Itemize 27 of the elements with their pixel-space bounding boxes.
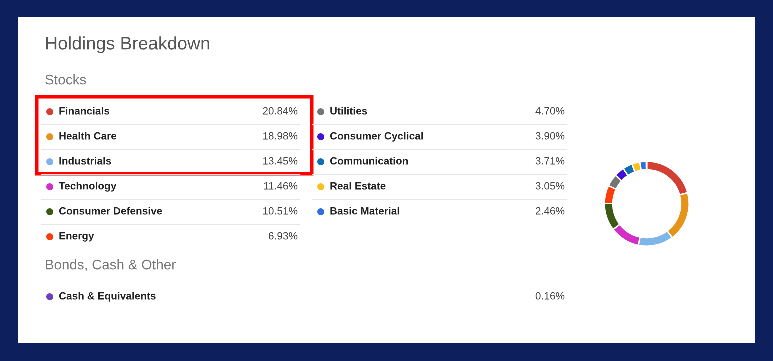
data-label: 18.98% — [263, 132, 298, 140]
data-label: 20.84% — [263, 107, 298, 115]
data-label: 2.46% — [536, 207, 565, 215]
text: Stocks — [46, 74, 86, 85]
chart-title: Holdings Breakdown — [46, 36, 210, 54]
legend-label: Consumer Cyclical — [330, 132, 424, 142]
legend-label: Industrials — [60, 157, 112, 165]
data-label: 3.90% — [536, 132, 565, 140]
legend-label: Technology — [59, 182, 117, 192]
data-label: 13.45% — [263, 157, 298, 165]
data-label: 11.46% — [264, 182, 298, 190]
legend-label: Cash & Equivalents — [59, 292, 156, 302]
data-label: 10.51% — [263, 207, 298, 215]
legend-label: Communication — [330, 157, 408, 165]
legend-label: Financials — [60, 107, 110, 115]
data-label: 4.70% — [536, 107, 565, 115]
legend-label: Real Estate — [330, 182, 386, 190]
legend-label: Consumer Defensive — [59, 207, 162, 215]
data-label: 0.16% — [536, 292, 565, 300]
data-label: 3.05% — [536, 182, 565, 190]
legend-label: Energy — [60, 232, 94, 242]
legend-label: Basic Material — [330, 207, 400, 215]
text: Bonds, Cash & Other — [46, 260, 176, 272]
data-label: 3.71% — [536, 157, 565, 165]
legend-label: Utilities — [330, 107, 368, 115]
legend-label: Health Care — [60, 132, 117, 140]
data-label: 6.93% — [268, 232, 298, 240]
